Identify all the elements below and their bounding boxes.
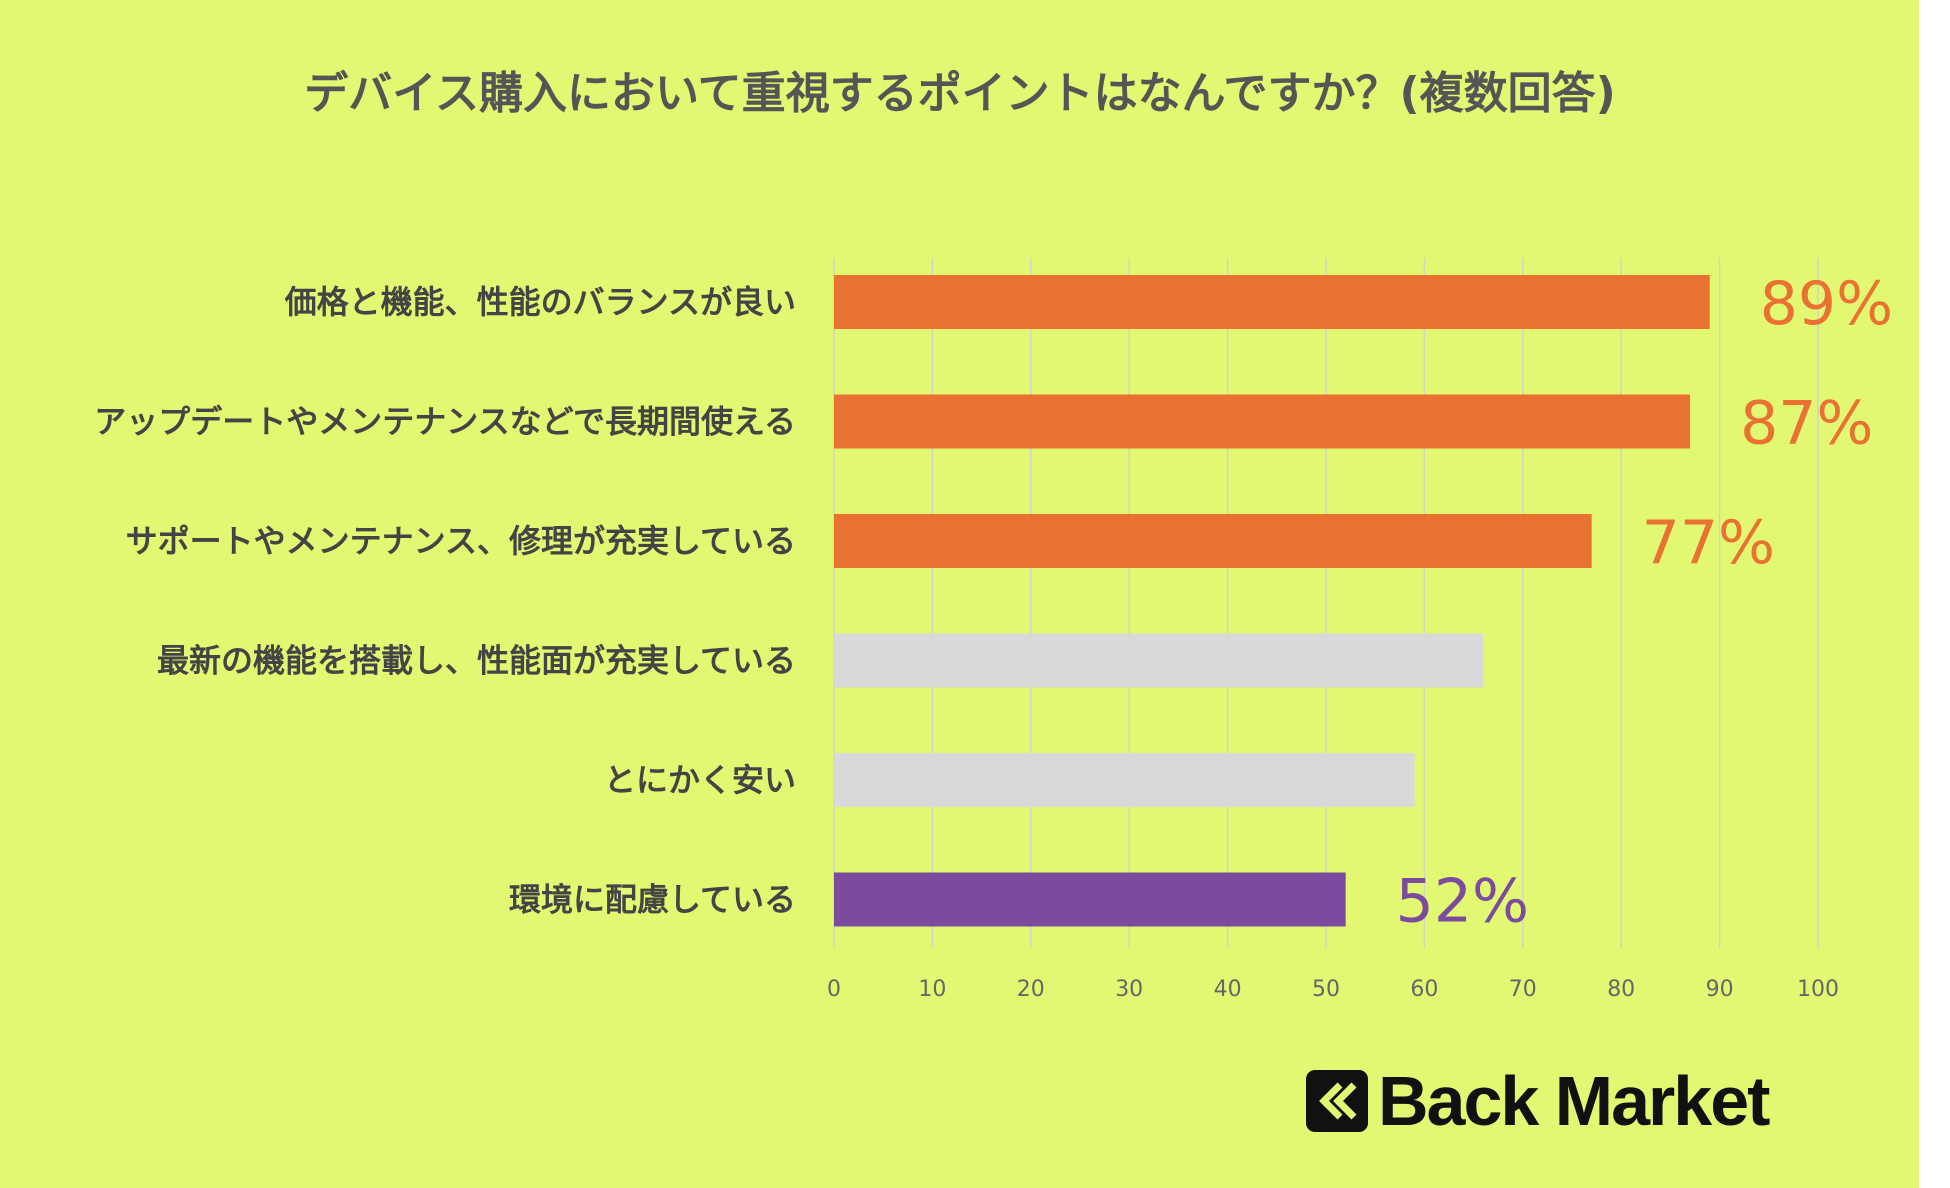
category-label: サポートやメンテナンス、修理が充実している (126, 522, 796, 560)
x-tick-label: 100 (1797, 977, 1839, 1002)
x-tick-label: 20 (1017, 977, 1045, 1002)
x-tick-label: 0 (827, 977, 841, 1002)
data-label: 87% (1740, 389, 1873, 459)
data-label: 89% (1760, 269, 1893, 339)
data-label: 77% (1642, 508, 1775, 578)
x-tick-label: 90 (1706, 977, 1734, 1002)
bar (834, 275, 1710, 329)
x-tick-label: 30 (1115, 977, 1143, 1002)
category-labels: 価格と機能、性能のバランスが良いアップデートやメンテナンスなどで長期間使えるサポ… (94, 283, 796, 919)
bars-layer (834, 275, 1710, 927)
bar (834, 633, 1484, 688)
grid-layer (833, 258, 1819, 948)
chart-title: デバイス購入において重視するポイントはなんですか？(複数回答) (304, 68, 1615, 119)
x-tick-label: 10 (918, 977, 946, 1002)
category-label: 最新の機能を搭載し、性能面が充実している (157, 642, 796, 680)
bar (834, 394, 1691, 449)
back-market-logo-icon (1306, 1070, 1368, 1132)
bar (834, 514, 1592, 568)
category-label: 価格と機能、性能のバランスが良い (284, 283, 796, 321)
category-label: とにかく安い (604, 761, 796, 799)
category-label: アップデートやメンテナンスなどで長期間使える (94, 403, 796, 441)
x-tick-label: 40 (1214, 977, 1242, 1002)
bar (834, 753, 1415, 807)
bar (834, 872, 1346, 927)
data-label: 52% (1396, 867, 1529, 937)
data-labels: 89% 87% 77% 52% (1396, 269, 1893, 937)
x-axis-ticks: 0 10 20 30 40 50 60 70 80 90 100 (827, 977, 1839, 1002)
x-tick-label: 50 (1312, 977, 1340, 1002)
x-tick-label: 60 (1410, 977, 1438, 1002)
category-label: 環境に配慮している (509, 881, 796, 919)
brand-logo: Back Market (1306, 1062, 1770, 1140)
x-tick-label: 70 (1509, 977, 1537, 1002)
brand-name: Back Market (1378, 1062, 1770, 1140)
x-tick-label: 80 (1607, 977, 1635, 1002)
